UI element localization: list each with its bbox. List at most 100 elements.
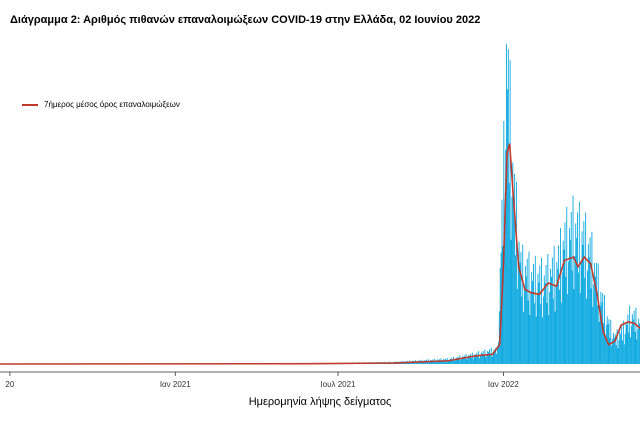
bar-series [78, 44, 640, 365]
legend-line-swatch [22, 103, 38, 106]
x-tick-label: Ιαν 2021 [160, 380, 191, 389]
bar [587, 243, 589, 364]
bar [551, 276, 552, 364]
bar [605, 325, 607, 364]
bar [568, 261, 569, 364]
bar [452, 360, 454, 364]
bar [523, 311, 525, 364]
bar [504, 236, 506, 364]
bar [494, 350, 496, 364]
bar [575, 223, 577, 364]
bar [462, 356, 463, 364]
bar [442, 360, 444, 364]
bar [520, 252, 522, 364]
bar [467, 357, 469, 364]
legend: 7ήμερος μέσος όρος επαναλοιμώξεων [22, 100, 180, 109]
bar [509, 60, 511, 364]
bar [465, 354, 467, 364]
legend-label: 7ήμερος μέσος όρος επαναλοιμώξεων [44, 100, 180, 109]
bar [456, 358, 458, 364]
bar [532, 281, 534, 364]
bar [593, 284, 595, 364]
bar [524, 266, 526, 364]
bar [461, 358, 463, 364]
bar [429, 360, 431, 364]
bar [623, 344, 625, 364]
bar [612, 338, 614, 364]
bar [541, 257, 543, 364]
bar [597, 263, 599, 364]
bar [589, 237, 591, 364]
bar [614, 334, 616, 364]
bar [491, 356, 493, 364]
bar [626, 324, 628, 364]
bar [502, 245, 504, 364]
bar [625, 322, 627, 364]
bar [582, 244, 584, 364]
bar [560, 228, 561, 364]
bar [634, 332, 636, 364]
bar [482, 350, 484, 364]
bar [475, 354, 477, 364]
bar [569, 239, 571, 364]
bar [619, 331, 621, 364]
bar [471, 357, 472, 364]
bar [578, 202, 580, 364]
bar [630, 337, 632, 364]
bar [629, 305, 631, 364]
chart-title: Διάγραμμα 2: Αριθμός πιθανών επαναλοιμώξ… [10, 14, 481, 26]
bar [622, 320, 624, 364]
bar [574, 256, 576, 364]
bar [490, 347, 492, 364]
bar [510, 239, 512, 364]
bar [450, 359, 452, 364]
bar [568, 227, 570, 364]
bar [447, 361, 449, 364]
bar [572, 195, 574, 364]
bar [527, 300, 529, 364]
bar [628, 332, 630, 364]
bar [594, 263, 596, 364]
bar [618, 340, 620, 364]
bar [441, 361, 443, 364]
bar [537, 273, 539, 364]
bar [588, 257, 590, 364]
bar [631, 325, 632, 364]
bar [596, 305, 598, 364]
bar [565, 276, 567, 364]
bar [529, 315, 531, 364]
bar [422, 362, 424, 364]
bar [580, 262, 582, 364]
bar [531, 272, 533, 364]
bar [622, 340, 623, 364]
bar [518, 241, 520, 364]
bar [635, 307, 637, 364]
bar [538, 282, 540, 364]
bar [601, 302, 603, 364]
bar [480, 355, 481, 364]
bar [604, 295, 605, 364]
bar [557, 268, 559, 364]
bar [484, 349, 486, 364]
bar [581, 231, 583, 364]
bar [542, 296, 544, 364]
bar [522, 244, 524, 364]
bar [560, 302, 562, 364]
bar [608, 319, 610, 364]
bar [479, 358, 480, 364]
bar [561, 272, 563, 364]
bar [559, 289, 560, 364]
bar [423, 361, 425, 364]
bar [480, 352, 482, 364]
bar [583, 221, 585, 364]
bar [567, 294, 569, 364]
bar [627, 314, 629, 364]
bar [590, 288, 592, 364]
moving-average-line [0, 143, 640, 365]
bar [476, 352, 478, 364]
bar [558, 245, 560, 364]
bar [493, 349, 495, 364]
bar [439, 360, 441, 364]
bar [481, 353, 483, 364]
bar [595, 276, 596, 364]
